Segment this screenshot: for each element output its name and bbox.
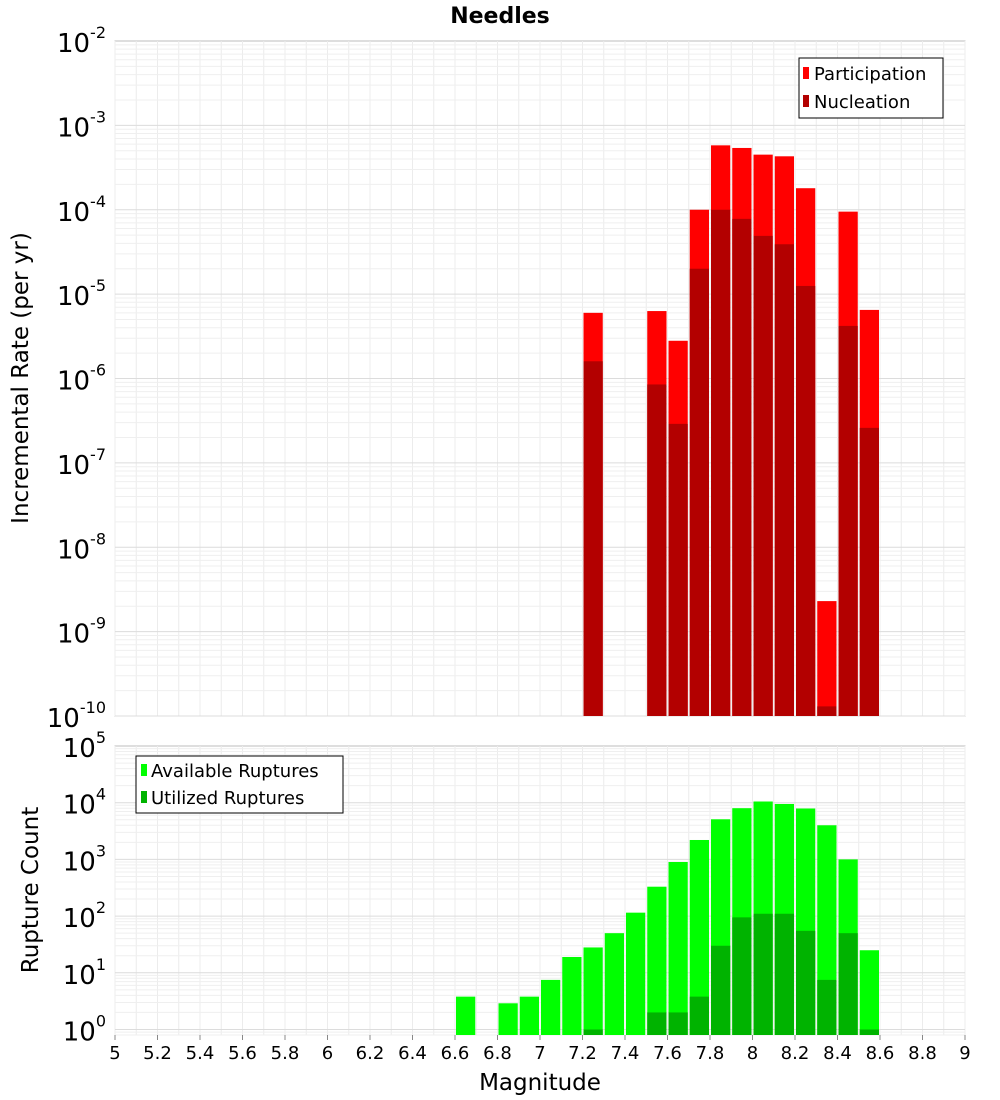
rate-bar-nucleation <box>817 706 837 716</box>
count-bar-utilized-ruptures <box>647 1012 667 1035</box>
x-tick-label: 7 <box>534 1043 545 1064</box>
x-tick-label: 8.2 <box>781 1043 810 1064</box>
rate-bar-nucleation <box>753 235 773 716</box>
count-bar-utilized-ruptures <box>753 913 773 1035</box>
count-bar-utilized-ruptures <box>668 1012 688 1035</box>
count-bar-utilized-ruptures <box>583 1029 603 1035</box>
count-y-ticks: 100 101 102 103 104 105 <box>63 728 106 1048</box>
x-tick-label: 8 <box>747 1043 758 1064</box>
legend-swatch-available <box>141 764 147 776</box>
count-bar-utilized-ruptures <box>838 933 858 1035</box>
rate-bar-nucleation <box>668 423 688 716</box>
x-tick-label: 6 <box>322 1043 333 1064</box>
count-legend: Available Ruptures Utilized Ruptures <box>135 755 344 814</box>
count-y-axis-label: Rupture Count <box>18 807 44 973</box>
count-legend-box <box>135 755 344 814</box>
x-tick-label: 7.2 <box>568 1043 597 1064</box>
rate-legend: Participation Nucleation <box>798 57 944 119</box>
count-grid <box>114 746 966 1036</box>
x-tick-label: 8.8 <box>908 1043 937 1064</box>
count-bar-available-ruptures <box>519 996 539 1035</box>
x-tick-label: 6.6 <box>441 1043 470 1064</box>
count-bar-available-ruptures <box>541 979 561 1035</box>
count-bar-available-ruptures <box>562 956 582 1035</box>
count-bar-available-ruptures <box>668 861 688 1035</box>
x-tick-label: 7.6 <box>653 1043 682 1064</box>
count-bar-utilized-ruptures <box>774 913 794 1035</box>
x-tick-label: 5.4 <box>186 1043 215 1064</box>
count-bar-utilized-ruptures <box>689 996 709 1035</box>
x-tick-label: 5.2 <box>143 1043 172 1064</box>
count-y-tick-label: 105 <box>63 728 106 764</box>
rate-y-tick-label: 10-5 <box>57 276 106 312</box>
rate-bars <box>583 145 879 717</box>
rate-panel: 10-10 10-9 10-8 10-7 10-6 10-5 10-4 10-3 10-2 In… <box>8 23 966 734</box>
count-bar-available-ruptures <box>604 933 624 1035</box>
legend-swatch-utilized <box>141 791 147 803</box>
count-bar-available-ruptures <box>456 996 476 1035</box>
rate-y-tick-label: 10-2 <box>57 23 106 59</box>
legend-label-nucleation: Nucleation <box>814 92 910 113</box>
count-bar-available-ruptures <box>626 912 646 1035</box>
legend-swatch-nucleation <box>803 95 809 107</box>
rate-y-tick-label: 10-9 <box>57 614 106 650</box>
count-bar-utilized-ruptures <box>817 979 837 1035</box>
count-bar-available-ruptures <box>689 839 709 1035</box>
x-tick-label: 5 <box>109 1043 120 1064</box>
rate-y-tick-label: 10-4 <box>57 192 106 228</box>
rate-bar-nucleation <box>647 384 667 716</box>
count-bar-available-ruptures <box>583 947 603 1035</box>
rate-y-tick-label: 10-3 <box>57 107 106 143</box>
rate-bar-nucleation <box>859 427 879 716</box>
legend-swatch-participation <box>803 67 809 79</box>
x-tick-label: 8.6 <box>866 1043 895 1064</box>
count-bar-utilized-ruptures <box>732 917 752 1035</box>
rate-y-tick-label: 10-10 <box>47 698 106 734</box>
count-bar-available-ruptures <box>859 950 879 1035</box>
x-axis-label: Magnitude <box>479 1070 601 1096</box>
rate-bar-nucleation <box>689 268 709 716</box>
rate-y-tick-label: 10-6 <box>57 361 106 397</box>
x-tick-label: 8.4 <box>823 1043 852 1064</box>
chart-title: Needles <box>450 4 550 29</box>
x-tick-label: 6.8 <box>483 1043 512 1064</box>
x-tick-label: 9 <box>959 1043 970 1064</box>
rate-bar-participation <box>817 601 837 716</box>
legend-label-available: Available Ruptures <box>151 761 319 782</box>
count-y-tick-label: 103 <box>63 841 106 877</box>
legend-label-utilized: Utilized Ruptures <box>151 788 304 809</box>
count-y-tick-label: 102 <box>63 898 106 934</box>
x-tick-label: 5.8 <box>271 1043 300 1064</box>
rate-bar-nucleation <box>732 218 752 716</box>
rate-bar-nucleation <box>796 285 816 716</box>
magnitude-x-ticks: 5 5.2 5.4 5.6 5.8 6 6.2 6.4 6.6 6.8 7 7.2 7.4 7.6 7.8 8… <box>109 1035 971 1064</box>
x-tick-label: 7.8 <box>696 1043 725 1064</box>
count-bar-utilized-ruptures <box>859 1029 879 1035</box>
x-tick-label: 6.4 <box>398 1043 427 1064</box>
rate-bar-nucleation <box>711 209 731 716</box>
count-bars <box>456 801 879 1035</box>
x-tick-label: 5.6 <box>228 1043 257 1064</box>
count-panel: 100 101 102 103 104 105 5 5.2 5.4 5.6 5.8 6 6.2 6.4 6… <box>18 728 971 1096</box>
x-tick-label: 6.2 <box>356 1043 385 1064</box>
count-y-tick-label: 100 <box>63 1012 106 1048</box>
rate-grid <box>114 41 966 717</box>
count-bar-utilized-ruptures <box>711 945 731 1035</box>
count-y-tick-label: 104 <box>63 785 106 821</box>
x-tick-label: 7.4 <box>611 1043 640 1064</box>
count-bar-available-ruptures <box>647 886 667 1035</box>
rate-legend-box <box>798 57 944 119</box>
count-bar-available-ruptures <box>498 1003 518 1035</box>
rate-bar-nucleation <box>838 325 858 716</box>
count-bar-utilized-ruptures <box>796 930 816 1035</box>
rate-y-axis-label: Incremental Rate (per yr) <box>8 232 34 524</box>
rate-y-tick-label: 10-7 <box>57 445 106 481</box>
rate-bar-nucleation <box>774 244 794 717</box>
legend-label-participation: Participation <box>814 64 926 85</box>
count-y-tick-label: 101 <box>63 955 106 991</box>
rate-bar-nucleation <box>583 361 603 716</box>
rate-y-ticks: 10-10 10-9 10-8 10-7 10-6 10-5 10-4 10-3 10-2 <box>47 23 106 734</box>
rate-y-tick-label: 10-8 <box>57 529 106 565</box>
